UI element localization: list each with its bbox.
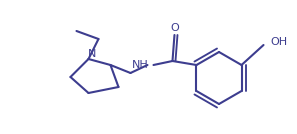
Text: N: N [88, 49, 97, 59]
Text: O: O [170, 23, 179, 33]
Text: NH: NH [132, 60, 148, 70]
Text: OH: OH [271, 37, 287, 47]
